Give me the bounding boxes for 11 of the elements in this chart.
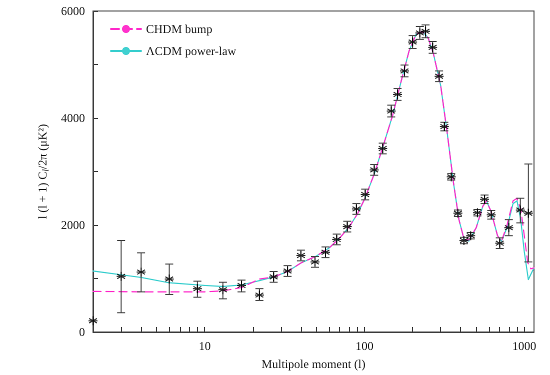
y-tick-label: 6000 bbox=[61, 4, 85, 18]
y-tick-label: 4000 bbox=[61, 111, 85, 125]
legend-label: ΛCDM power-law bbox=[146, 44, 236, 58]
legend-label: CHDM bump bbox=[146, 22, 212, 36]
x-tick-label: 10 bbox=[198, 339, 211, 353]
x-tick-label: 1000 bbox=[512, 339, 536, 353]
x-tick-label: 100 bbox=[356, 339, 374, 353]
y-tick-label: 0 bbox=[79, 325, 85, 339]
x-axis-title: Multipole moment (l) bbox=[262, 357, 366, 371]
y-tick-label: 2000 bbox=[61, 218, 85, 232]
y-axis-title: l (l + 1) Cl/2π (μK²) bbox=[36, 124, 51, 220]
